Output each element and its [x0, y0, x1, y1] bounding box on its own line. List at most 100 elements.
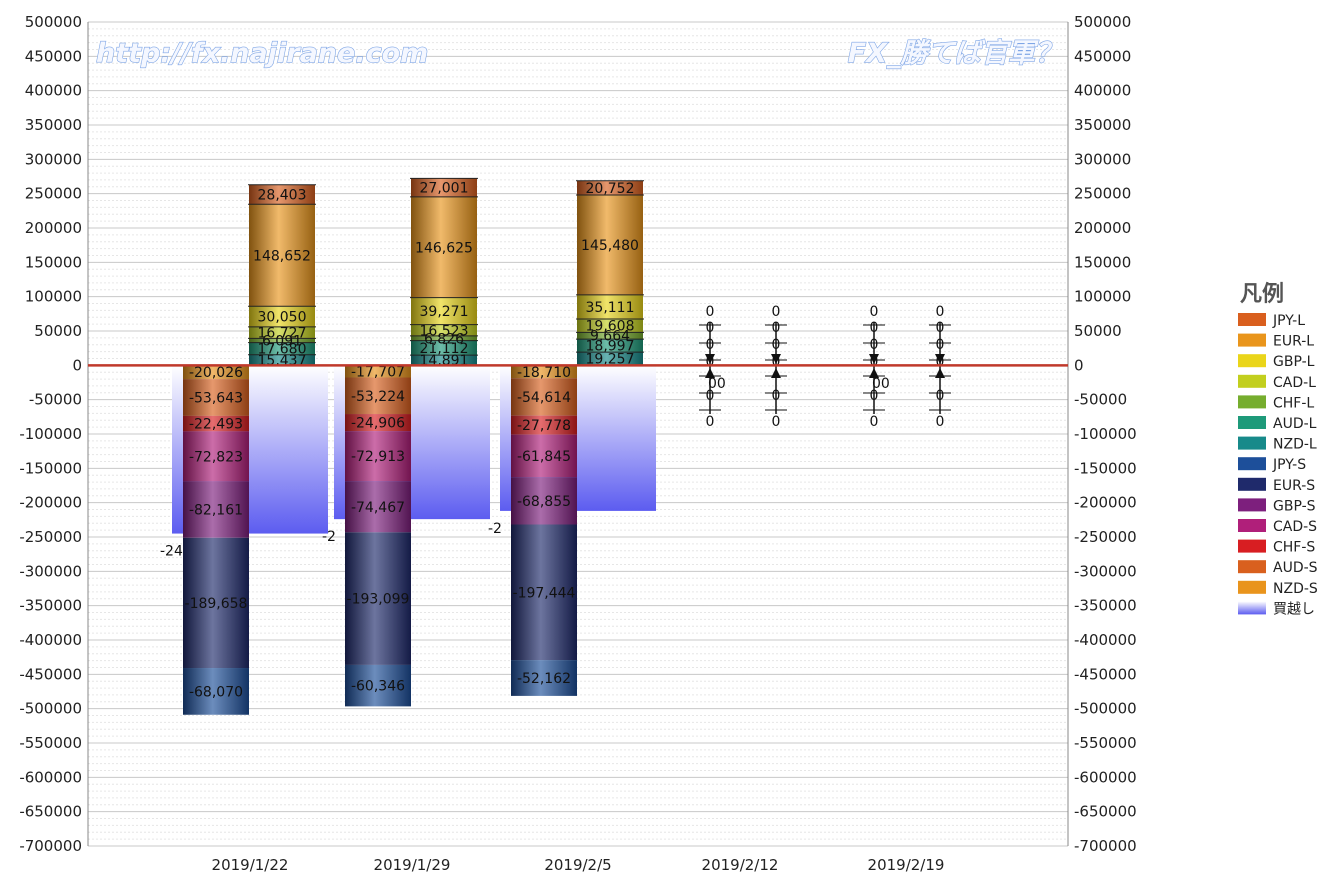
zero-marker-arrow [869, 354, 879, 364]
y-tick-label-left: -200000 [19, 494, 82, 512]
y-tick-label-right: -700000 [1074, 837, 1137, 855]
bar-value-label: 39,271 [420, 304, 469, 320]
bar-value-label: 145,480 [581, 238, 639, 254]
bar-value-label: -53,643 [189, 391, 243, 407]
y-tick-label-right: -400000 [1074, 631, 1137, 649]
y-tick-label-left: 200000 [25, 219, 82, 237]
bar-value-label: 6,091 [262, 334, 302, 350]
bar-value-label: -82,161 [189, 503, 243, 519]
zero-value-label: 0 [936, 354, 945, 370]
y-tick-label-left: -150000 [19, 459, 82, 477]
bar-segment-JPY-L [411, 178, 477, 197]
y-tick-label-right: 350000 [1074, 116, 1131, 134]
y-tick-label-right: -250000 [1074, 528, 1137, 546]
y-tick-label-left: 0 [72, 356, 82, 374]
legend-label: GBP-S [1273, 498, 1316, 514]
y-tick-label-left: 100000 [25, 288, 82, 306]
zero-value-label: 0 [772, 304, 781, 320]
bar-segment-EUR-S [511, 524, 577, 661]
y-tick-label-left: -400000 [19, 631, 82, 649]
zero-value-label: 0 [936, 388, 945, 404]
zero-value-label: 0 [772, 354, 781, 370]
bar-value-label: -20,026 [189, 365, 243, 381]
legend-label: CAD-L [1273, 375, 1316, 391]
y-tick-label-right: -350000 [1074, 597, 1137, 615]
bar-segment-JPY-S [345, 664, 411, 707]
legend-swatch [1238, 457, 1266, 471]
y-tick-label-right: 300000 [1074, 150, 1131, 168]
y-tick-label-right: 0 [1074, 356, 1084, 374]
zero-value-label: 0 [772, 414, 781, 430]
y-tick-label-left: -600000 [19, 768, 82, 786]
bar-value-label: -54,614 [517, 390, 571, 406]
zero-value-label: 0 [706, 337, 715, 353]
y-tick-label-right: 450000 [1074, 47, 1131, 65]
legend-swatch [1238, 313, 1266, 326]
bar-value-label: -197,444 [513, 585, 576, 601]
legend-swatch [1238, 395, 1266, 409]
bar-segment-NZD-L [411, 355, 477, 366]
legend-swatch [1238, 601, 1266, 615]
bar-value-label: -68,070 [189, 684, 243, 700]
legend-swatch [1238, 539, 1266, 553]
legend-swatch [1238, 354, 1266, 368]
bar-value-label: -193,099 [347, 592, 410, 608]
zero-value-label: 0 [706, 320, 715, 336]
legend-label: AUD-S [1273, 560, 1318, 576]
bar-value-label: -189,658 [185, 596, 248, 612]
zero-value-label: 0 [772, 320, 781, 336]
x-tick-label: 2019/1/29 [374, 856, 451, 874]
legend-swatch [1238, 498, 1266, 512]
y-tick-label-left: -100000 [19, 425, 82, 443]
bar-segment-NZD-S [183, 365, 249, 380]
bar-value-label: -72,913 [351, 449, 405, 465]
bar-segment-CHF-S [183, 415, 249, 432]
y-tick-label-right: -450000 [1074, 665, 1137, 683]
y-tick-label-left: -450000 [19, 665, 82, 683]
bar-value-label: -53,224 [351, 389, 405, 405]
bar-segment-GBP-L [249, 306, 315, 327]
bar-value-label: 146,625 [415, 240, 473, 256]
bar-segment-CHF-L [411, 335, 477, 341]
zero-value-label: 0 [870, 414, 879, 430]
legend-label: CHF-S [1273, 540, 1315, 556]
bar-value-label: 20,752 [586, 181, 635, 197]
y-tick-label-left: -550000 [19, 734, 82, 752]
bar-segment-NZD-L [249, 354, 315, 366]
x-tick-label: 2019/2/19 [868, 856, 945, 874]
y-tick-label-right: -650000 [1074, 803, 1137, 821]
bar-segment-AUD-L [411, 340, 477, 356]
bar-value-label: 19,257 [586, 352, 635, 368]
bar-value-label: 19,608 [586, 319, 635, 335]
bar-segment-JPY-S [511, 660, 577, 696]
bar-segment-CAD-S [511, 434, 577, 478]
zero-value-label: 0 [936, 414, 945, 430]
y-tick-label-left: 350000 [25, 116, 82, 134]
x-tick-label: 2019/1/22 [212, 856, 289, 874]
legend-label: 買越し [1273, 601, 1315, 617]
bar-value-label: 17,680 [258, 342, 307, 358]
y-tick-label-right: 250000 [1074, 185, 1131, 203]
zero-marker-arrow [771, 354, 781, 364]
bar-segment-CAD-L [249, 326, 315, 339]
y-axis-right: -700000-650000-600000-550000-500000-4500… [1074, 13, 1137, 855]
bar-segment-JPY-L [577, 180, 643, 195]
bar-segment-AUD-S [183, 379, 249, 416]
zero-value-label: 0 [936, 320, 945, 336]
bar-value-label: -22,493 [189, 417, 243, 433]
bar-segment-JPY-L [249, 184, 315, 205]
y-tick-label-left: -300000 [19, 562, 82, 580]
bar-segment-EUR-S [345, 532, 411, 665]
x-axis: 2019/1/22 2019/1/29 2019/2/5 2019/2/12 2019/… [212, 856, 945, 874]
legend-label: EUR-L [1273, 334, 1314, 350]
watermark-title: FX_勝てば官軍？ [848, 38, 1062, 69]
bar-segment-AUD-S [511, 378, 577, 416]
bar-value-label: -68,855 [517, 494, 571, 510]
y-tick-label-left: -250000 [19, 528, 82, 546]
watermarks: http://fx.najirane.com FX_勝てば官軍？ [95, 37, 1062, 69]
bar-value-label: -61,845 [517, 449, 571, 465]
y-tick-label-right: -200000 [1074, 494, 1137, 512]
bar-segment-GBP-S [345, 481, 411, 533]
y-tick-label-left: -700000 [19, 837, 82, 855]
y-tick-label-left: 300000 [25, 150, 82, 168]
